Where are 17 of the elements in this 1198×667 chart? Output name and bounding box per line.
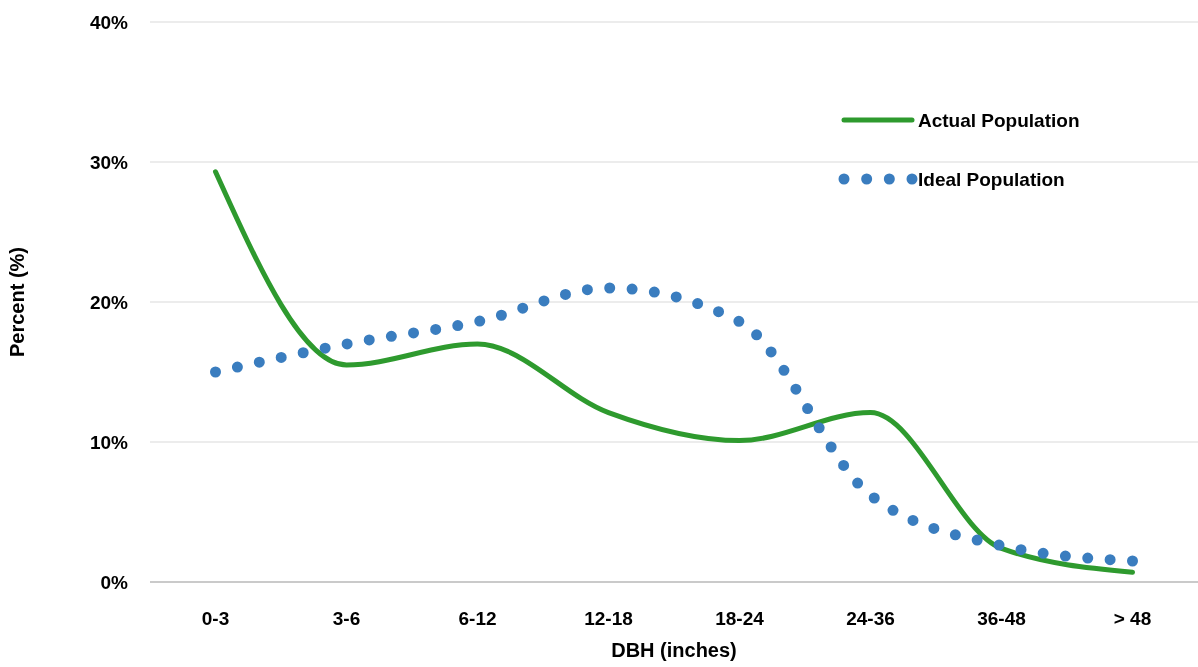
y-tick-label: 0% bbox=[100, 571, 129, 593]
y-axis-title: Percent (%) bbox=[6, 246, 28, 358]
x-tick-label: 18-24 bbox=[715, 607, 765, 629]
y-tick-label: 10% bbox=[89, 431, 129, 453]
y-tick-label: 20% bbox=[89, 291, 129, 313]
y-tick-label: 40% bbox=[89, 11, 129, 33]
x-axis-title: DBH (inches) bbox=[611, 639, 737, 661]
legend-label: Ideal Population bbox=[918, 168, 1065, 190]
x-tick-label: 0-3 bbox=[201, 607, 230, 629]
y-tick-label: 30% bbox=[89, 151, 129, 173]
x-tick-label: > 48 bbox=[1113, 607, 1152, 629]
x-tick-label: 12-18 bbox=[584, 607, 633, 629]
x-tick-label: 36-48 bbox=[977, 607, 1026, 629]
x-tick-label: 3-6 bbox=[332, 607, 361, 629]
x-tick-label: 6-12 bbox=[458, 607, 497, 629]
legend-label: Actual Population bbox=[918, 109, 1080, 131]
x-tick-label: 24-36 bbox=[846, 607, 895, 629]
